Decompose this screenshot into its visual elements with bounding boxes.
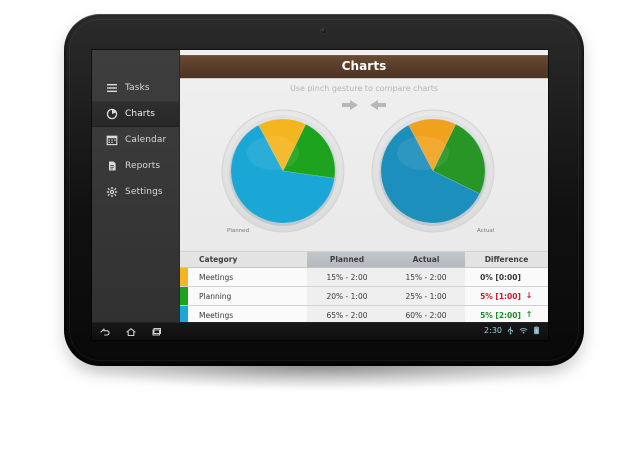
difference-direction-icon: ↑	[525, 310, 533, 319]
system-navigation-bar: 2:30	[92, 322, 548, 340]
sidebar-item-charts[interactable]: Charts	[92, 101, 179, 127]
table-row: Meetings 65% - 2:00 60% - 2:00 5% [2:00]…	[180, 305, 548, 324]
usb-icon	[506, 326, 515, 335]
category-label: Meetings	[199, 310, 234, 320]
difference-cell: 5% [1:00] ↓	[465, 286, 548, 306]
pie-slice-0-2	[230, 124, 335, 224]
actual-pie-chart	[371, 109, 495, 233]
page-title: Charts	[341, 59, 387, 73]
pie-chart-icon	[106, 108, 118, 120]
planned-cell: 65% - 2:00	[307, 305, 387, 324]
difference-direction-icon: ↓	[525, 291, 533, 300]
difference-value: 0% [0:00]	[480, 272, 521, 282]
sidebar-item-label: Reports	[125, 161, 161, 171]
difference-cell: 0% [0:00]	[465, 267, 548, 287]
battery-icon	[532, 326, 541, 335]
page-title-bar: Charts	[180, 55, 548, 78]
sidebar-item-label: Calendar	[125, 135, 167, 145]
category-cell: Meetings	[180, 267, 307, 287]
tablet-screen: Tasks Charts	[92, 50, 548, 340]
planned-chart	[220, 108, 346, 234]
menu-icon	[106, 82, 118, 94]
actual-chart-label: Actual	[477, 228, 495, 234]
planned-chart-label: Planned	[227, 228, 250, 234]
sidebar-item-label: Charts	[125, 109, 156, 119]
wifi-icon	[519, 326, 528, 335]
actual-cell: 25% - 1:00	[387, 286, 465, 306]
sidebar-item-label: Tasks	[125, 83, 150, 93]
pie-slice-0-0	[258, 118, 307, 172]
pie-slice-1-2	[380, 124, 481, 224]
difference-value: 5% [1:00]	[480, 291, 521, 301]
status-area: 2:30	[484, 326, 541, 335]
calendar-icon	[106, 134, 118, 146]
category-cell: Meetings	[180, 305, 307, 324]
difference-value-wrap: 5% [2:00] ↑	[480, 311, 533, 320]
home-icon[interactable]	[125, 326, 137, 338]
actual-chart	[370, 108, 496, 234]
sidebar: Tasks Charts	[92, 50, 180, 322]
comparison-table-wrap: Category Planned Actual Difference Meeti…	[180, 251, 548, 324]
sidebar-item-label: Settings	[125, 187, 163, 197]
status-time: 2:30	[484, 326, 502, 335]
category-header: Category	[180, 252, 307, 268]
difference-value: 5% [2:00]	[480, 310, 521, 320]
recent-apps-icon[interactable]	[151, 326, 163, 338]
category-swatch	[180, 306, 188, 324]
compare-hint: Use pinch gesture to compare charts	[289, 84, 438, 93]
compare-arrows-icon	[342, 100, 386, 110]
pie-slice-1-1	[432, 123, 486, 195]
camera-icon	[321, 28, 326, 33]
difference-cell: 5% [2:00] ↑	[465, 305, 548, 324]
difference-header: Difference	[465, 252, 548, 268]
table-row: Meetings 15% - 2:00 15% - 2:00 0% [0:00]	[180, 267, 548, 287]
pie-slice-0-1	[282, 123, 336, 179]
category-label: Planning	[199, 291, 232, 301]
planned-cell: 20% - 1:00	[307, 286, 387, 306]
category-swatch	[180, 268, 188, 286]
sidebar-item-reports[interactable]: Reports	[92, 153, 179, 179]
gear-icon	[106, 186, 118, 198]
pie-slice-1-0	[408, 118, 457, 172]
planned-cell: 15% - 2:00	[307, 267, 387, 287]
compare-arrows	[340, 97, 388, 111]
main-content: Charts Use pinch gesture to compare char…	[180, 50, 548, 324]
planned-header: Planned	[307, 252, 387, 268]
back-icon[interactable]	[99, 326, 111, 338]
actual-cell: 60% - 2:00	[387, 305, 465, 324]
sidebar-item-tasks[interactable]: Tasks	[92, 75, 179, 101]
actual-header: Actual	[387, 252, 465, 268]
document-icon	[106, 160, 118, 172]
system-nav-buttons	[99, 326, 163, 338]
actual-cell: 15% - 2:00	[387, 267, 465, 287]
difference-value-wrap: 0% [0:00]	[480, 273, 533, 282]
planned-pie-chart	[221, 109, 345, 233]
sidebar-item-calendar[interactable]: Calendar	[92, 127, 179, 153]
sidebar-item-settings[interactable]: Settings	[92, 179, 179, 205]
category-swatch	[180, 287, 188, 305]
pie-gloss-1	[397, 136, 449, 170]
category-label: Meetings	[199, 272, 234, 282]
pie-gloss-0	[247, 136, 299, 170]
table-header-row: Category Planned Actual Difference	[180, 252, 548, 268]
comparison-table: Category Planned Actual Difference Meeti…	[180, 252, 548, 324]
difference-value-wrap: 5% [1:00] ↓	[480, 292, 533, 301]
category-cell: Planning	[180, 286, 307, 306]
table-row: Planning 20% - 1:00 25% - 1:00 5% [1:00]…	[180, 286, 548, 306]
